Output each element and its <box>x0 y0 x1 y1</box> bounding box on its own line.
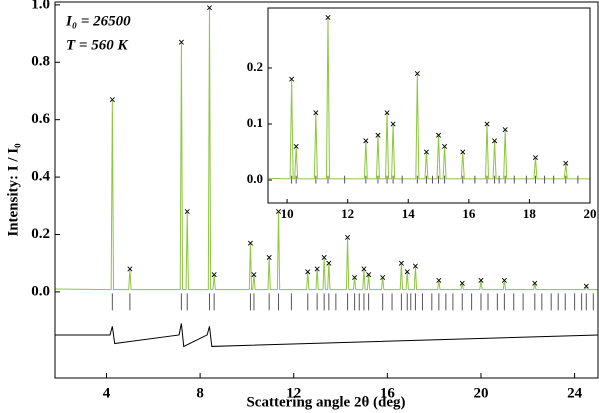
observed-point <box>184 209 190 215</box>
annotation: I₀ = 26500 <box>65 13 131 29</box>
observed-point <box>414 71 420 77</box>
observed-point <box>398 260 404 266</box>
profile-line <box>55 323 599 348</box>
observed-point <box>363 138 369 144</box>
observed-point <box>276 209 282 215</box>
plot-frame <box>54 1 599 379</box>
observed-point <box>289 76 295 82</box>
observed-point <box>326 260 332 266</box>
inset-background <box>268 8 590 203</box>
x-tick-label: 12 <box>341 206 354 221</box>
observed-point <box>325 15 331 21</box>
observed-point <box>563 160 569 166</box>
x-axis-label: Scattering angle 2θ (deg) <box>246 394 405 410</box>
y-tick-label: 0.1 <box>247 115 263 130</box>
observed-point <box>423 149 429 155</box>
observed-point <box>412 263 418 269</box>
observed-point <box>247 240 253 246</box>
observed-point <box>460 149 466 155</box>
observed-point <box>390 121 396 127</box>
observed-point <box>251 272 257 278</box>
observed-point <box>313 110 319 116</box>
observed-point <box>478 277 484 283</box>
observed-point <box>314 266 320 272</box>
observed-point <box>305 269 311 275</box>
observed-point <box>380 275 386 281</box>
y-axis-label: Intensity: I / I₀ <box>5 143 21 237</box>
observed-point <box>321 254 327 260</box>
observed-point <box>502 127 508 133</box>
plot-frame <box>267 7 591 204</box>
profile-line <box>54 7 598 291</box>
main-plot: I₀ = 26500 T = 560 K Scattering angle 2θ… <box>5 0 599 410</box>
observed-point <box>532 155 538 161</box>
observed-point <box>109 97 115 103</box>
x-tick-label: 8 <box>196 385 204 401</box>
y-tick-label: 0.2 <box>247 59 263 74</box>
x-tick-label: 24 <box>567 385 583 401</box>
observed-point <box>532 280 538 286</box>
observed-point <box>266 254 272 260</box>
y-tick-label: 0.4 <box>31 169 50 185</box>
observed-point <box>583 283 589 289</box>
y-tick-label: 0.0 <box>247 171 263 186</box>
observed-point <box>345 234 351 240</box>
x-tick-label: 12 <box>286 385 301 401</box>
x-tick-label: 14 <box>402 206 416 221</box>
observed-point <box>127 266 133 272</box>
observed-point <box>436 132 442 138</box>
observed-point <box>492 138 498 144</box>
inset-plot: 10 12 14 16 18 20 0.0 0.1 0.2 <box>247 7 597 221</box>
observed-point <box>484 121 490 127</box>
observed-point <box>366 272 372 278</box>
observed-point <box>459 280 465 286</box>
profile-line <box>268 17 590 180</box>
x-tick-label: 20 <box>473 385 488 401</box>
x-tick-label: 16 <box>462 206 476 221</box>
observed-point <box>501 277 507 283</box>
y-tick-label: 0.6 <box>31 111 50 127</box>
observed-point <box>442 143 448 149</box>
x-tick-label: 4 <box>103 385 111 401</box>
observed-point <box>211 272 217 278</box>
y-tick-label: 1.0 <box>31 0 50 12</box>
observed-point <box>375 132 381 138</box>
y-tick-label: 0.8 <box>31 54 50 70</box>
y-tick-label: 0.0 <box>31 283 50 299</box>
x-tick-label: 16 <box>380 385 396 401</box>
observed-point <box>206 5 212 11</box>
observed-point <box>404 269 410 275</box>
x-tick-label: 20 <box>584 206 597 221</box>
observed-point <box>352 275 358 281</box>
observed-point <box>293 143 299 149</box>
annotation: T = 560 K <box>66 37 128 53</box>
observed-point <box>436 277 442 283</box>
y-tick-label: 0.2 <box>31 226 50 242</box>
x-tick-label: 10 <box>281 206 294 221</box>
observed-point <box>361 266 367 272</box>
observed-point <box>178 39 184 45</box>
observed-point <box>384 110 390 116</box>
x-tick-label: 18 <box>523 206 537 221</box>
